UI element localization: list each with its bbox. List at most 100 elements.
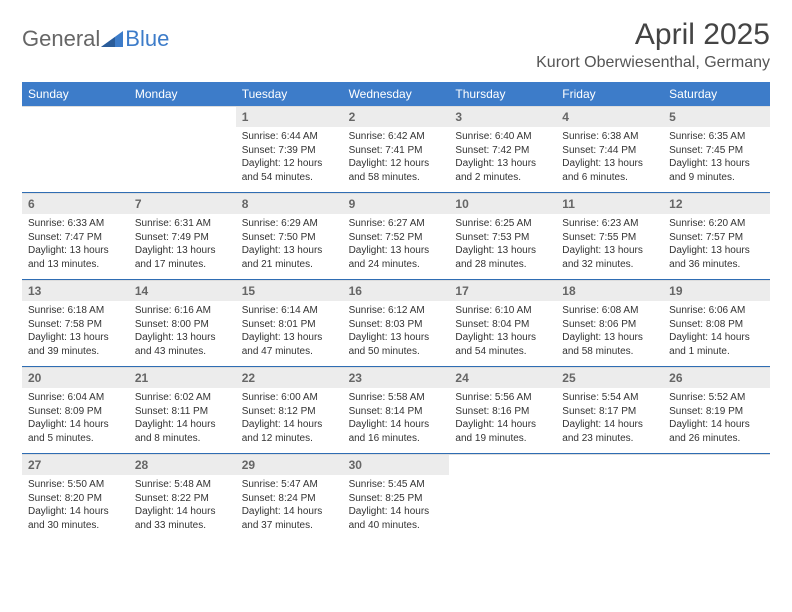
day-number: 23 — [343, 367, 450, 388]
day-number: 24 — [449, 367, 556, 388]
sunrise-text: Sunrise: 6:31 AM — [135, 217, 230, 231]
day-cell: Sunrise: 5:50 AMSunset: 8:20 PMDaylight:… — [22, 475, 129, 540]
sunset-text: Sunset: 7:45 PM — [669, 144, 764, 158]
sunrise-text: Sunrise: 5:54 AM — [562, 391, 657, 405]
day-cell: Sunrise: 5:48 AMSunset: 8:22 PMDaylight:… — [129, 475, 236, 540]
sunset-text: Sunset: 7:42 PM — [455, 144, 550, 158]
day-number: 5 — [663, 106, 770, 127]
day-number: 12 — [663, 193, 770, 214]
sunset-text: Sunset: 7:47 PM — [28, 231, 123, 245]
daylight-text: Daylight: 14 hours and 23 minutes. — [562, 418, 657, 445]
daylight-text: Daylight: 14 hours and 33 minutes. — [135, 505, 230, 532]
sunset-text: Sunset: 8:01 PM — [242, 318, 337, 332]
week-detail-row: Sunrise: 6:33 AMSunset: 7:47 PMDaylight:… — [22, 214, 770, 280]
week-daynum-row: 13141516171819 — [22, 280, 770, 301]
day-number: 15 — [236, 280, 343, 301]
sunrise-text: Sunrise: 5:47 AM — [242, 478, 337, 492]
day-cell: Sunrise: 5:58 AMSunset: 8:14 PMDaylight:… — [343, 388, 450, 453]
sunrise-text: Sunrise: 5:50 AM — [28, 478, 123, 492]
weekday-monday: Monday — [129, 82, 236, 106]
day-number: 30 — [343, 454, 450, 475]
day-number: 19 — [663, 280, 770, 301]
day-number: 11 — [556, 193, 663, 214]
logo: General Blue — [22, 26, 169, 52]
daylight-text: Daylight: 13 hours and 54 minutes. — [455, 331, 550, 358]
title-block: April 2025 Kurort Oberwiesenthal, German… — [536, 18, 770, 72]
sunset-text: Sunset: 8:06 PM — [562, 318, 657, 332]
day-cell: Sunrise: 5:47 AMSunset: 8:24 PMDaylight:… — [236, 475, 343, 540]
sunrise-text: Sunrise: 6:20 AM — [669, 217, 764, 231]
day-cell: Sunrise: 6:29 AMSunset: 7:50 PMDaylight:… — [236, 214, 343, 279]
sunrise-text: Sunrise: 6:10 AM — [455, 304, 550, 318]
daylight-text: Daylight: 13 hours and 39 minutes. — [28, 331, 123, 358]
day-number: 29 — [236, 454, 343, 475]
day-cell: Sunrise: 6:38 AMSunset: 7:44 PMDaylight:… — [556, 127, 663, 192]
weekday-wednesday: Wednesday — [343, 82, 450, 106]
weekday-tuesday: Tuesday — [236, 82, 343, 106]
sunset-text: Sunset: 8:25 PM — [349, 492, 444, 506]
day-cell: Sunrise: 6:33 AMSunset: 7:47 PMDaylight:… — [22, 214, 129, 279]
day-number: 9 — [343, 193, 450, 214]
sunrise-text: Sunrise: 5:48 AM — [135, 478, 230, 492]
sunrise-text: Sunrise: 6:14 AM — [242, 304, 337, 318]
header-row: General Blue April 2025 Kurort Oberwiese… — [22, 18, 770, 72]
week-detail-row: Sunrise: 6:44 AMSunset: 7:39 PMDaylight:… — [22, 127, 770, 193]
sunset-text: Sunset: 8:17 PM — [562, 405, 657, 419]
daylight-text: Daylight: 13 hours and 21 minutes. — [242, 244, 337, 271]
day-cell: Sunrise: 6:08 AMSunset: 8:06 PMDaylight:… — [556, 301, 663, 366]
sunrise-text: Sunrise: 6:02 AM — [135, 391, 230, 405]
daylight-text: Daylight: 14 hours and 16 minutes. — [349, 418, 444, 445]
sunset-text: Sunset: 8:12 PM — [242, 405, 337, 419]
sunset-text: Sunset: 8:09 PM — [28, 405, 123, 419]
week-daynum-row: 20212223242526 — [22, 367, 770, 388]
daylight-text: Daylight: 13 hours and 13 minutes. — [28, 244, 123, 271]
location-label: Kurort Oberwiesenthal, Germany — [536, 54, 770, 72]
day-cell: Sunrise: 6:23 AMSunset: 7:55 PMDaylight:… — [556, 214, 663, 279]
day-number: 2 — [343, 106, 450, 127]
daylight-text: Daylight: 13 hours and 50 minutes. — [349, 331, 444, 358]
day-number: 16 — [343, 280, 450, 301]
daylight-text: Daylight: 14 hours and 26 minutes. — [669, 418, 764, 445]
day-cell: Sunrise: 6:35 AMSunset: 7:45 PMDaylight:… — [663, 127, 770, 192]
weekday-friday: Friday — [556, 82, 663, 106]
daylight-text: Daylight: 13 hours and 24 minutes. — [349, 244, 444, 271]
daylight-text: Daylight: 12 hours and 58 minutes. — [349, 157, 444, 184]
day-number: 22 — [236, 367, 343, 388]
daylight-text: Daylight: 14 hours and 1 minute. — [669, 331, 764, 358]
daylight-text: Daylight: 13 hours and 6 minutes. — [562, 157, 657, 184]
day-cell: Sunrise: 5:45 AMSunset: 8:25 PMDaylight:… — [343, 475, 450, 540]
day-cell: Sunrise: 6:27 AMSunset: 7:52 PMDaylight:… — [343, 214, 450, 279]
daylight-text: Daylight: 13 hours and 32 minutes. — [562, 244, 657, 271]
daylight-text: Daylight: 13 hours and 47 minutes. — [242, 331, 337, 358]
sunset-text: Sunset: 8:19 PM — [669, 405, 764, 419]
sunrise-text: Sunrise: 6:00 AM — [242, 391, 337, 405]
day-number: 6 — [22, 193, 129, 214]
week-daynum-row: 6789101112 — [22, 193, 770, 214]
day-cell-empty — [449, 475, 556, 540]
sunset-text: Sunset: 8:03 PM — [349, 318, 444, 332]
day-cell: Sunrise: 6:14 AMSunset: 8:01 PMDaylight:… — [236, 301, 343, 366]
sunrise-text: Sunrise: 5:45 AM — [349, 478, 444, 492]
day-cell: Sunrise: 6:00 AMSunset: 8:12 PMDaylight:… — [236, 388, 343, 453]
day-number: 25 — [556, 367, 663, 388]
daylight-text: Daylight: 13 hours and 2 minutes. — [455, 157, 550, 184]
day-number: 8 — [236, 193, 343, 214]
week-daynum-row: 27282930 — [22, 454, 770, 475]
day-number: 13 — [22, 280, 129, 301]
day-number: 10 — [449, 193, 556, 214]
daylight-text: Daylight: 14 hours and 12 minutes. — [242, 418, 337, 445]
sunset-text: Sunset: 8:24 PM — [242, 492, 337, 506]
sunset-text: Sunset: 7:52 PM — [349, 231, 444, 245]
day-cell: Sunrise: 6:44 AMSunset: 7:39 PMDaylight:… — [236, 127, 343, 192]
calendar-weekday-header: Sunday Monday Tuesday Wednesday Thursday… — [22, 82, 770, 106]
calendar-body: 12345Sunrise: 6:44 AMSunset: 7:39 PMDayl… — [22, 106, 770, 540]
sunrise-text: Sunrise: 6:06 AM — [669, 304, 764, 318]
day-cell: Sunrise: 6:42 AMSunset: 7:41 PMDaylight:… — [343, 127, 450, 192]
day-cell: Sunrise: 6:25 AMSunset: 7:53 PMDaylight:… — [449, 214, 556, 279]
sunset-text: Sunset: 8:22 PM — [135, 492, 230, 506]
daylight-text: Daylight: 13 hours and 28 minutes. — [455, 244, 550, 271]
logo-text-2: Blue — [125, 26, 169, 52]
sunset-text: Sunset: 7:50 PM — [242, 231, 337, 245]
day-number: 28 — [129, 454, 236, 475]
weekday-sunday: Sunday — [22, 82, 129, 106]
